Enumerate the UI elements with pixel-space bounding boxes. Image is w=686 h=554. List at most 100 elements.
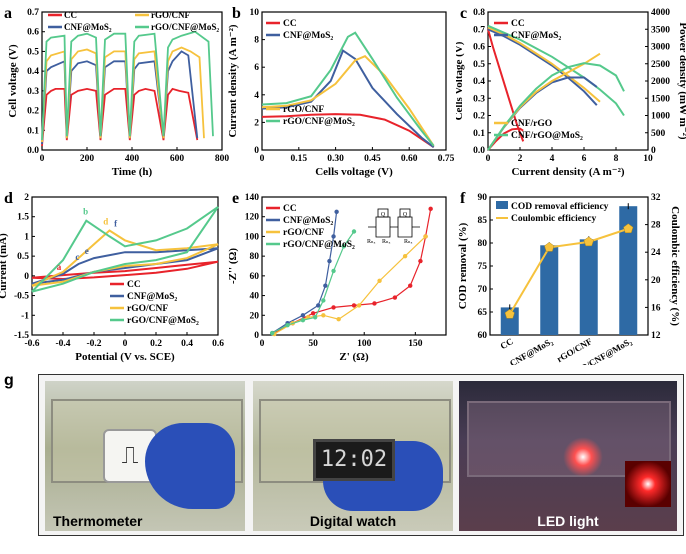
legend-label: rGO/CNF	[127, 304, 168, 314]
y-tick-label: 0.7	[473, 25, 485, 35]
y-tick-label: 0.5	[473, 60, 485, 70]
y-tick-label: 8	[254, 36, 259, 46]
data-point	[428, 206, 433, 212]
data-point	[331, 268, 336, 274]
coulombic-point	[504, 308, 515, 319]
chart-d: d -0.6 -0.4 -0.2 0 0.2 0.4 0.6 -1.5 -1 -0.5 0 0.5 1 1…	[0, 190, 224, 363]
data-point	[392, 295, 398, 300]
cpe-element	[377, 208, 389, 218]
y-tick-label: 140	[245, 193, 260, 203]
legend-label: rGO/CNF	[283, 228, 324, 238]
legend-label: rGO/CNF@MoS₂	[127, 316, 199, 326]
y2-tick-label: 1000	[651, 112, 670, 122]
cpe-element	[399, 208, 411, 218]
panel-letter-g: g	[4, 372, 14, 389]
x-tick-label: 200	[80, 154, 95, 164]
y-axis-label: COD removal (%)	[457, 222, 469, 309]
legend-label: CNF@MoS₂	[283, 31, 333, 41]
circuit-label: Rₙₓ	[367, 239, 376, 245]
y2-tick-label: 20	[651, 276, 661, 286]
category-label: CC	[498, 336, 514, 351]
y2-tick-label: 2500	[651, 60, 670, 70]
y-tick-label: 0.1	[473, 129, 485, 139]
data-point	[323, 283, 328, 288]
series-line	[41, 30, 214, 141]
data-point	[310, 311, 316, 316]
coulombic-point	[544, 242, 555, 252]
y-tick-label: -1	[21, 311, 29, 321]
legend-label: CC	[283, 19, 297, 29]
y-axis-label: Cell voltage (V)	[7, 44, 19, 118]
data-point	[316, 303, 321, 308]
y-tick-label: 0	[24, 272, 29, 282]
legend-label: rGO/CNF	[151, 10, 190, 20]
data-point	[341, 244, 346, 249]
legend-label: CC	[127, 280, 141, 290]
coulombic-line	[508, 227, 629, 315]
y-tick-label: -1.5	[14, 331, 29, 341]
photo-digital-watch: 12:02 Digital watch	[253, 381, 453, 531]
photo-panel: ⎍ Thermometer 12:02 Digital watch LED li…	[38, 374, 684, 536]
y-tick-label: 0.3	[27, 87, 39, 97]
x-axis-label: Z' (Ω)	[339, 351, 369, 363]
y-tick-label: 1.5	[17, 213, 29, 223]
x-tick-label: 0	[260, 339, 265, 349]
nyquist-line	[271, 211, 338, 334]
data-point	[321, 313, 326, 318]
nyquist-line	[273, 235, 427, 335]
y-tick-label: 0.1	[27, 126, 39, 136]
photo-label-led-light: LED light	[537, 513, 599, 529]
y2-tick-label: 12	[651, 331, 661, 341]
legend-label: CC	[283, 204, 297, 214]
data-point	[312, 315, 318, 320]
y2-tick-label: 24	[651, 248, 661, 258]
chart-e: e 0 50 100 150 0 20 40 60 80 100 120 140 Z' (Ω) -Z'' …	[228, 190, 447, 363]
y2-axis-label: Power density (mW m⁻²)	[677, 22, 686, 139]
y-tick-label: 0.6	[473, 43, 485, 53]
x-tick-label: 0	[486, 154, 491, 164]
y-tick-label: 6	[254, 63, 259, 73]
series-line	[261, 49, 435, 148]
data-point	[377, 278, 382, 283]
y2-tick-label: 4000	[651, 8, 670, 18]
legend-label: rGO/CNF	[283, 105, 324, 115]
x-axis-label: Potential (V vs. SCE)	[75, 351, 175, 363]
x-axis-label: Current density (A m⁻²)	[511, 166, 624, 178]
data-point	[423, 234, 428, 239]
x-tick-label: 0	[260, 154, 265, 164]
legend-label: CNF@MoS₂	[283, 216, 333, 226]
plot-frame	[261, 196, 447, 336]
data-point	[327, 258, 332, 264]
peak-annotation: f	[114, 219, 118, 229]
circuit-label: Rₙₓ	[382, 239, 391, 245]
y-tick-label: 90	[478, 193, 488, 203]
legend-label: CC	[511, 19, 525, 29]
x-axis-label: Cells voltage (V)	[315, 166, 393, 178]
y-tick-label: -0.5	[14, 292, 29, 302]
peak-annotation: d	[103, 217, 108, 227]
panel-letter-d: d	[4, 190, 13, 207]
y2-tick-label: 28	[651, 221, 661, 231]
data-point	[321, 298, 326, 303]
y-tick-label: 75	[478, 262, 488, 272]
x-tick-label: 600	[170, 154, 185, 164]
data-point	[418, 258, 423, 264]
panel-letter-b: b	[232, 5, 241, 22]
x-tick-label: 0.60	[401, 154, 418, 164]
led-inset	[625, 461, 671, 507]
panel-letter-a: a	[4, 5, 12, 22]
y-tick-label: 0.2	[473, 112, 485, 122]
chart-a-area: 0 200 400 600 800 0.0 0.1 0.2 0.3 0.4 0.5 0.6 0.7 Tim…	[7, 8, 229, 178]
x-tick-label: 400	[125, 154, 140, 164]
x-tick-label: 10	[643, 154, 653, 164]
y2-tick-label: 2000	[651, 77, 670, 87]
y-tick-label: 100	[245, 232, 260, 242]
data-point	[300, 318, 306, 323]
data-point	[270, 330, 275, 336]
x-tick-label: 100	[357, 339, 372, 349]
photo-led-light: LED light	[459, 381, 677, 531]
y-tick-label: 40	[250, 292, 260, 302]
legend-label: CNF/rGO@MoS₂	[511, 131, 583, 141]
data-point	[351, 303, 357, 308]
x-tick-label: 0.6	[212, 339, 224, 349]
